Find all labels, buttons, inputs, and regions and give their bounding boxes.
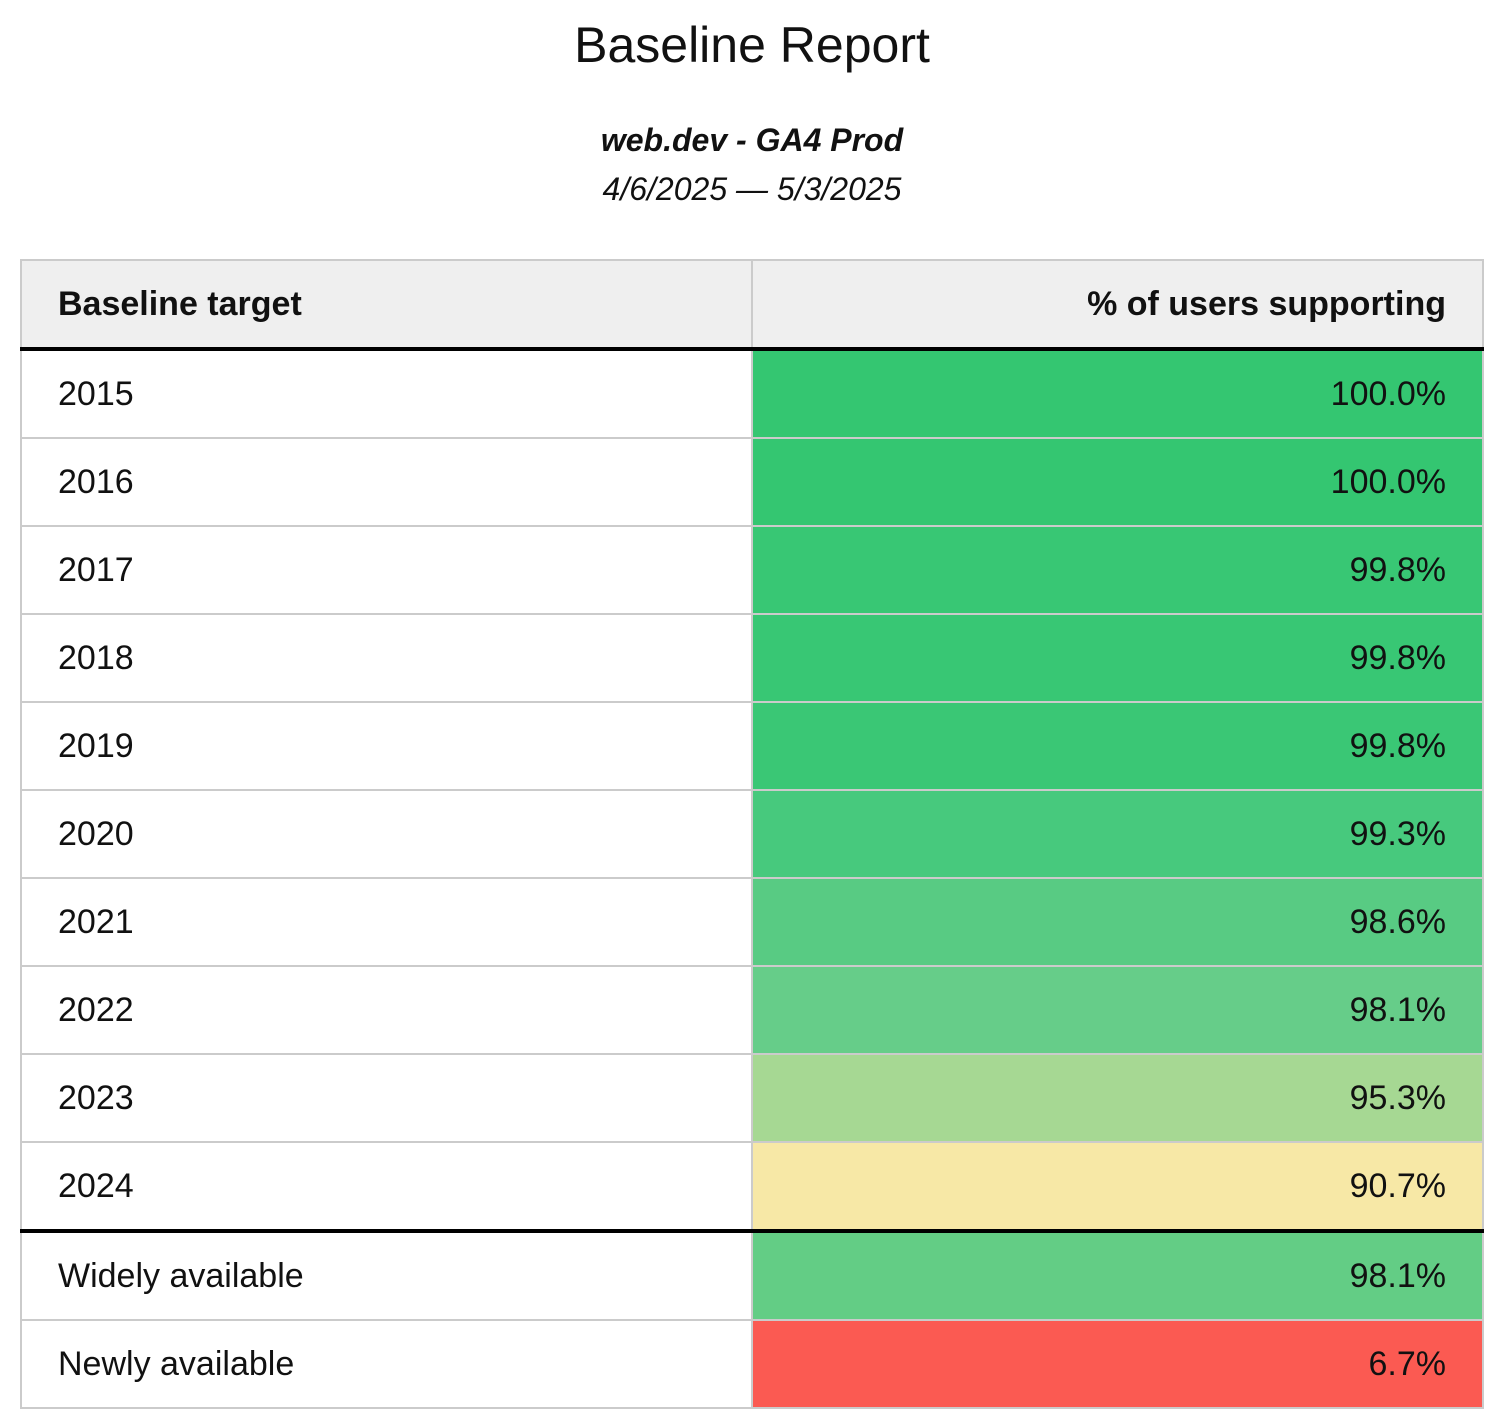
row-label-cell: 2021 [20, 877, 753, 968]
row-label-cell: Newly available [20, 1319, 753, 1410]
row-label-cell: 2019 [20, 701, 753, 792]
row-label-cell: 2015 [20, 348, 753, 440]
header-row: Baseline target % of users supporting [20, 259, 1484, 352]
row-label-cell: 2023 [20, 1053, 753, 1144]
table-row: Newly available 6.7% [20, 1319, 1484, 1410]
row-value-cell: 6.7% [751, 1319, 1484, 1410]
table-row: 2016 100.0% [20, 437, 1484, 528]
row-value-cell: 98.1% [751, 965, 1484, 1056]
table-row: 2017 99.8% [20, 525, 1484, 616]
row-value-cell: 95.3% [751, 1053, 1484, 1144]
row-value-cell: 99.8% [751, 525, 1484, 616]
year-rows-section: 2015 100.0% 2016 100.0% 2017 99.8% 2018 99.8% 20… [20, 348, 1484, 1233]
table-row: 2019 99.8% [20, 701, 1484, 792]
row-label-cell: Widely available [20, 1229, 753, 1322]
table-header: Baseline target % of users supporting [20, 259, 1484, 352]
row-label-cell: 2022 [20, 965, 753, 1056]
table-row: 2022 98.1% [20, 965, 1484, 1056]
report-date-range: 4/6/2025 — 5/3/2025 [602, 171, 902, 208]
table-row: 2023 95.3% [20, 1053, 1484, 1144]
baseline-table: Baseline target % of users supporting 20… [20, 259, 1484, 1410]
row-value-cell: 98.6% [751, 877, 1484, 968]
row-value-cell: 90.7% [751, 1141, 1484, 1233]
table-row: 2021 98.6% [20, 877, 1484, 968]
row-value-cell: 99.3% [751, 789, 1484, 880]
row-label-cell: 2016 [20, 437, 753, 528]
column-header-users-supporting: % of users supporting [751, 259, 1484, 352]
row-label-cell: 2017 [20, 525, 753, 616]
table-row: 2018 99.8% [20, 613, 1484, 704]
row-value-cell: 98.1% [751, 1229, 1484, 1322]
summary-rows-section: Widely available 98.1% Newly available 6.7% [20, 1229, 1484, 1410]
column-header-baseline-target: Baseline target [20, 259, 753, 352]
row-label-cell: 2018 [20, 613, 753, 704]
report-property-name: web.dev - GA4 Prod [600, 122, 904, 158]
row-value-cell: 99.8% [751, 613, 1484, 704]
table-row: Widely available 98.1% [20, 1229, 1484, 1322]
table-row: 2020 99.3% [20, 789, 1484, 880]
table-row: 2024 90.7% [20, 1141, 1484, 1233]
row-value-cell: 100.0% [751, 437, 1484, 528]
row-value-cell: 99.8% [751, 701, 1484, 792]
row-label-cell: 2020 [20, 789, 753, 880]
page-title: Baseline Report [574, 17, 930, 73]
row-label-cell: 2024 [20, 1141, 753, 1233]
row-value-cell: 100.0% [751, 348, 1484, 440]
table-row: 2015 100.0% [20, 348, 1484, 440]
